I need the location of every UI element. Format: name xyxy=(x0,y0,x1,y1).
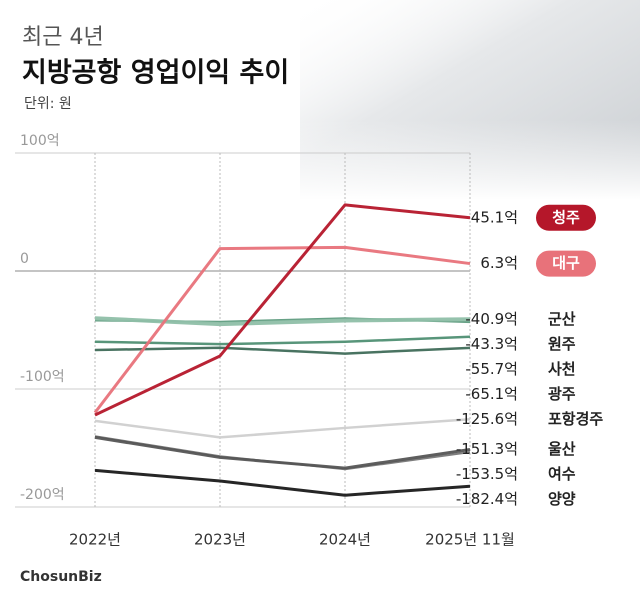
series-line xyxy=(94,435,471,471)
legend-label: 광주 xyxy=(548,385,576,403)
y-tick-label: -200억 xyxy=(20,487,65,503)
value-label: -65.1억 xyxy=(465,385,518,403)
plot: 100억 0 -100억 -200억 2022년 2023년 2024년 2025년 11월 4… xyxy=(15,133,603,549)
series-line xyxy=(94,346,471,355)
legend-label: 대구 xyxy=(552,254,580,272)
value-label: 45.1억 xyxy=(471,208,518,226)
value-label: 6.3억 xyxy=(480,254,518,272)
legend-label: 포항경주 xyxy=(548,410,603,428)
x-tick-label: 2025년 11월 xyxy=(425,531,515,549)
legend-box xyxy=(536,250,596,277)
legend-label: 사천 xyxy=(548,360,576,378)
x-tick-label: 2022년 xyxy=(69,531,121,549)
legend-box xyxy=(536,204,596,231)
series-line xyxy=(94,203,471,417)
value-label: -153.5억 xyxy=(456,465,518,483)
y-tick-label: -100억 xyxy=(20,369,65,385)
series-line xyxy=(94,417,471,439)
chart-title: 지방공항 영업이익 추이 xyxy=(22,58,289,89)
value-label: -151.3억 xyxy=(456,440,518,458)
x-tick-label: 2023년 xyxy=(194,531,246,549)
value-label: -43.3억 xyxy=(465,335,518,353)
legend-label: 군산 xyxy=(548,310,576,328)
value-label: -182.4억 xyxy=(456,490,518,508)
x-tick-label: 2024년 xyxy=(319,531,371,549)
legend-label: 청주 xyxy=(552,208,580,226)
series-line xyxy=(94,335,471,346)
source: ChosunBiz xyxy=(20,569,102,585)
legend-label: 양양 xyxy=(548,490,576,508)
series-line xyxy=(94,435,471,470)
value-label: -125.6억 xyxy=(456,410,518,428)
series-line xyxy=(94,468,471,497)
legend-label: 울산 xyxy=(548,440,576,458)
series-line xyxy=(93,245,471,414)
legend-label: 원주 xyxy=(548,335,576,353)
chart-kicker: 최근 4년 xyxy=(22,25,104,50)
y-tick-label: 0 xyxy=(20,251,29,267)
value-label: -55.7억 xyxy=(465,360,518,378)
value-label: -40.9억 xyxy=(465,310,518,328)
y-tick-label: 100억 xyxy=(20,133,60,149)
chart-unit: 단위: 원 xyxy=(24,96,72,112)
series-line xyxy=(94,316,471,327)
background-fade xyxy=(300,120,640,200)
legend-label: 여수 xyxy=(548,465,576,483)
